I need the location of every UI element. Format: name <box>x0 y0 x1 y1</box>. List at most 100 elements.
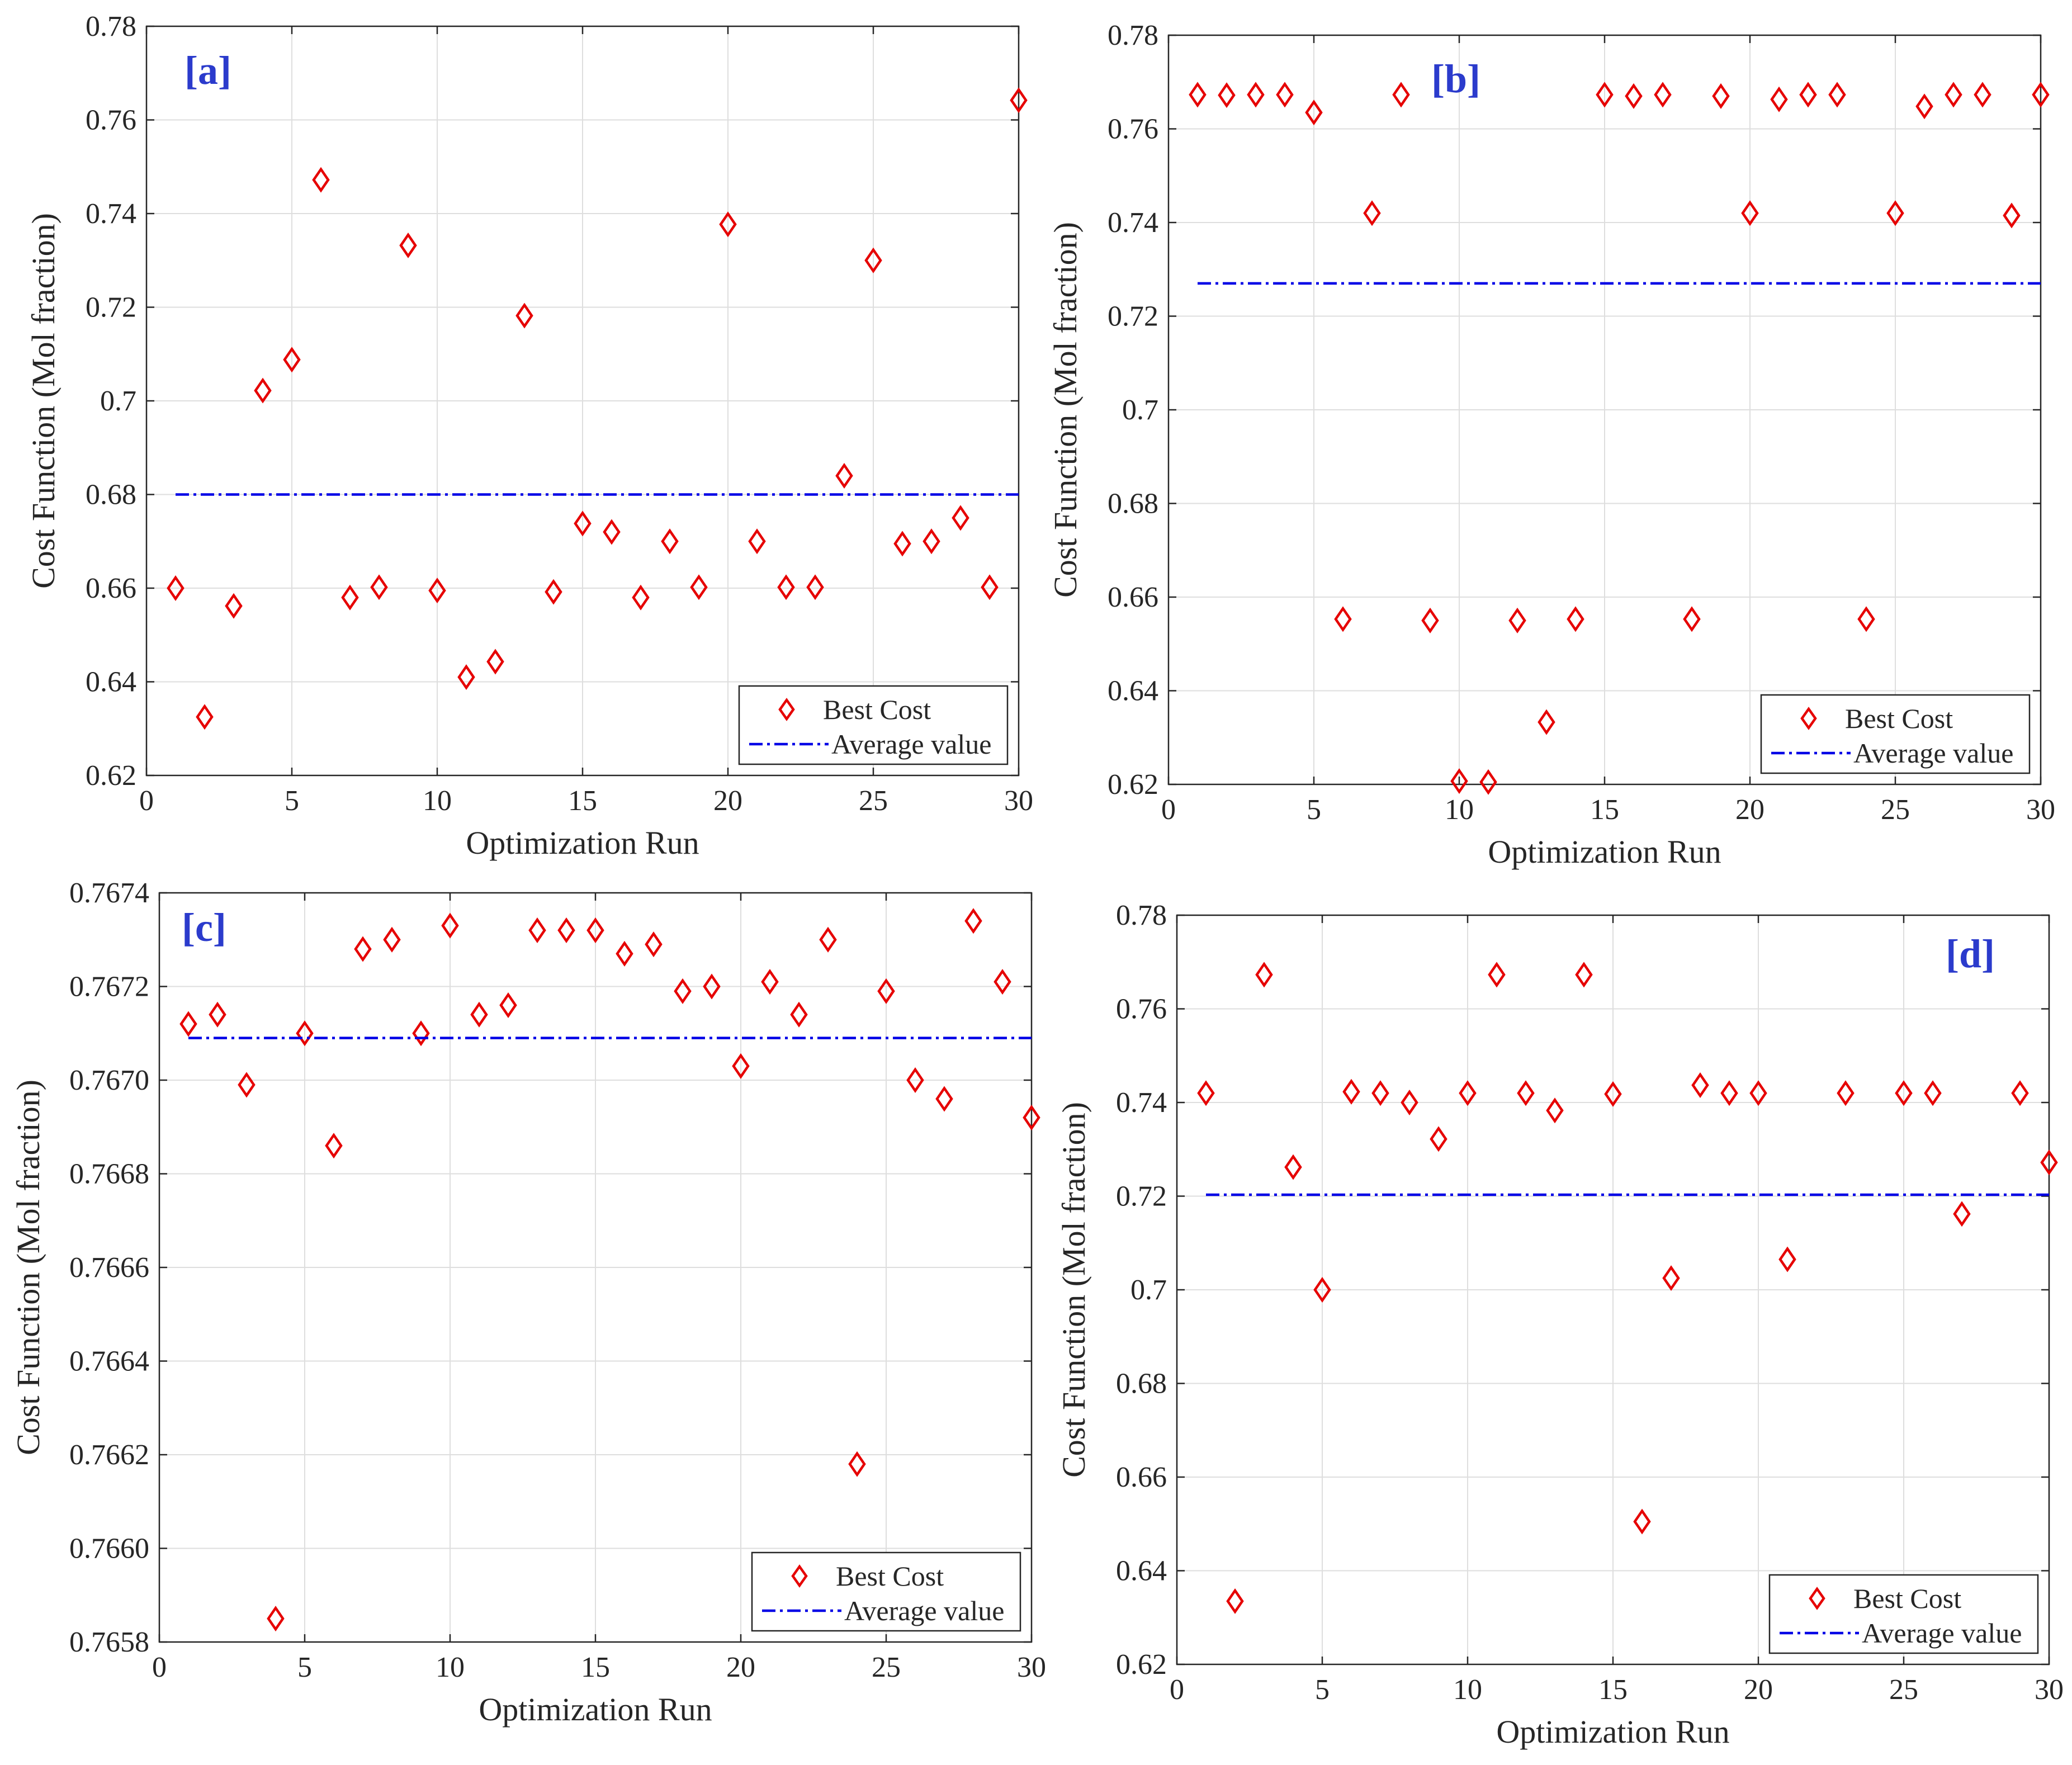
x-tick-label: 0 <box>1161 794 1176 826</box>
best-cost-point <box>1488 962 1506 988</box>
best-cost-point <box>1974 82 1991 108</box>
y-axis-title: Cost Function (Mol fraction) <box>10 1080 46 1455</box>
best-cost-point <box>412 1020 430 1047</box>
best-cost-point <box>545 579 562 605</box>
panel-tag: [a] <box>185 48 231 93</box>
chart-panel-b: 0 5 10 15 20 25 30 0.62 0.64 0.66 0.68 0.7 0.72 0.74 0… <box>1047 20 2055 870</box>
best-cost-point <box>1778 1246 1796 1272</box>
best-cost-point <box>457 664 475 690</box>
y-tick-label: 0.72 <box>86 292 136 324</box>
best-cost-point <box>690 574 708 600</box>
y-tick-label: 0.64 <box>1116 1555 1167 1587</box>
best-cost-point <box>806 574 824 600</box>
y-tick-label: 0.62 <box>86 760 136 792</box>
panel-tag: [c] <box>182 905 226 950</box>
y-tick-label: 0.68 <box>1116 1368 1167 1400</box>
y-tick-label: 0.66 <box>1108 581 1158 613</box>
y-axis-title: Cost Function (Mol fraction) <box>25 213 62 589</box>
best-cost-point <box>1924 1080 1942 1106</box>
x-tick-label: 20 <box>1735 794 1764 826</box>
chart-panel-a: 0 5 10 15 20 25 30 0.62 0.64 0.66 0.68 0.7 0.72 0.74 0… <box>25 11 1033 861</box>
best-cost-point <box>296 1020 314 1047</box>
best-cost-point <box>1421 607 1439 633</box>
best-cost-point <box>1197 1080 1215 1106</box>
y-tick-label: 0.7674 <box>69 877 149 909</box>
legend-label-best-cost: Best Cost <box>1853 1583 1961 1614</box>
best-cost-point <box>819 926 837 953</box>
data-layer <box>1189 82 2050 795</box>
legend-label-best-cost: Best Cost <box>1845 703 1953 734</box>
best-cost-point <box>1857 606 1875 632</box>
legend-marker-best-cost <box>778 698 795 721</box>
y-tick-label: 0.66 <box>1116 1461 1167 1493</box>
legend-label-best-cost: Best Cost <box>836 1560 944 1592</box>
best-cost-point <box>1459 1080 1477 1106</box>
best-cost-point <box>1401 1090 1418 1115</box>
y-tick-label: 0.7664 <box>69 1346 149 1378</box>
y-axis-title: Cost Function (Mol fraction) <box>1056 1102 1092 1478</box>
y-tick-label: 0.7 <box>1122 394 1158 426</box>
data-layer <box>179 908 1040 1632</box>
best-cost-point <box>1517 1080 1535 1106</box>
best-cost-point <box>674 978 692 1004</box>
best-cost-point <box>441 912 459 939</box>
best-cost-point <box>1363 200 1381 226</box>
x-tick-label: 20 <box>726 1652 755 1683</box>
best-cost-point <box>719 211 737 238</box>
y-tick-label: 0.64 <box>86 666 136 698</box>
x-tick-label: 25 <box>1889 1674 1918 1706</box>
best-cost-point <box>1023 1105 1040 1130</box>
x-tick-label: 30 <box>2035 1674 2064 1706</box>
best-cost-point <box>1313 1277 1331 1303</box>
best-cost-point <box>661 528 679 555</box>
data-layer <box>167 87 1028 730</box>
best-cost-point <box>1625 83 1643 109</box>
best-cost-point <box>1654 82 1672 108</box>
best-cost-point <box>1342 1078 1360 1105</box>
best-cost-point <box>761 969 779 995</box>
best-cost-point <box>1691 1072 1709 1098</box>
x-tick-label: 25 <box>859 785 888 817</box>
best-cost-point <box>1604 1081 1622 1107</box>
best-cost-point <box>906 1067 924 1093</box>
best-cost-point <box>1450 768 1468 794</box>
legend-marker-best-cost <box>1800 707 1817 730</box>
legend-box <box>1768 1574 2039 1654</box>
best-cost-point <box>370 574 388 600</box>
best-cost-point <box>1575 962 1593 988</box>
y-tick-label: 0.74 <box>1108 207 1158 239</box>
x-tick-label: 0 <box>152 1652 167 1683</box>
best-cost-point <box>179 1011 197 1037</box>
y-tick-label: 0.7658 <box>69 1626 149 1658</box>
y-tick-label: 0.7660 <box>69 1533 149 1565</box>
best-cost-point <box>383 926 401 953</box>
x-tick-label: 10 <box>423 785 452 817</box>
best-cost-point <box>703 973 721 1000</box>
y-tick-label: 0.7670 <box>69 1064 149 1096</box>
best-cost-point <box>1712 83 1730 109</box>
y-tick-label: 0.76 <box>1116 993 1167 1025</box>
best-cost-point <box>994 969 1011 995</box>
y-tick-label: 0.7666 <box>69 1252 149 1284</box>
best-cost-point <box>748 528 766 555</box>
x-tick-label: 5 <box>285 785 299 817</box>
best-cost-point <box>1392 82 1410 108</box>
best-cost-point <box>1479 769 1497 795</box>
best-cost-point <box>732 1053 750 1079</box>
best-cost-point <box>1683 606 1701 632</box>
x-tick-label: 5 <box>1307 794 1321 826</box>
legend-box <box>751 1551 1021 1632</box>
best-cost-point <box>1720 1080 1738 1106</box>
best-cost-point <box>923 528 940 555</box>
best-cost-point <box>238 1072 256 1098</box>
best-cost-point <box>209 1001 226 1028</box>
best-cost-point <box>935 1086 953 1112</box>
best-cost-point <box>283 347 301 373</box>
best-cost-point <box>486 649 504 675</box>
best-cost-point <box>1430 1126 1447 1152</box>
x-axis-title: Optimization Run <box>479 1691 712 1728</box>
best-cost-point <box>1945 82 1962 108</box>
legend-label-best-cost: Best Cost <box>823 694 931 725</box>
